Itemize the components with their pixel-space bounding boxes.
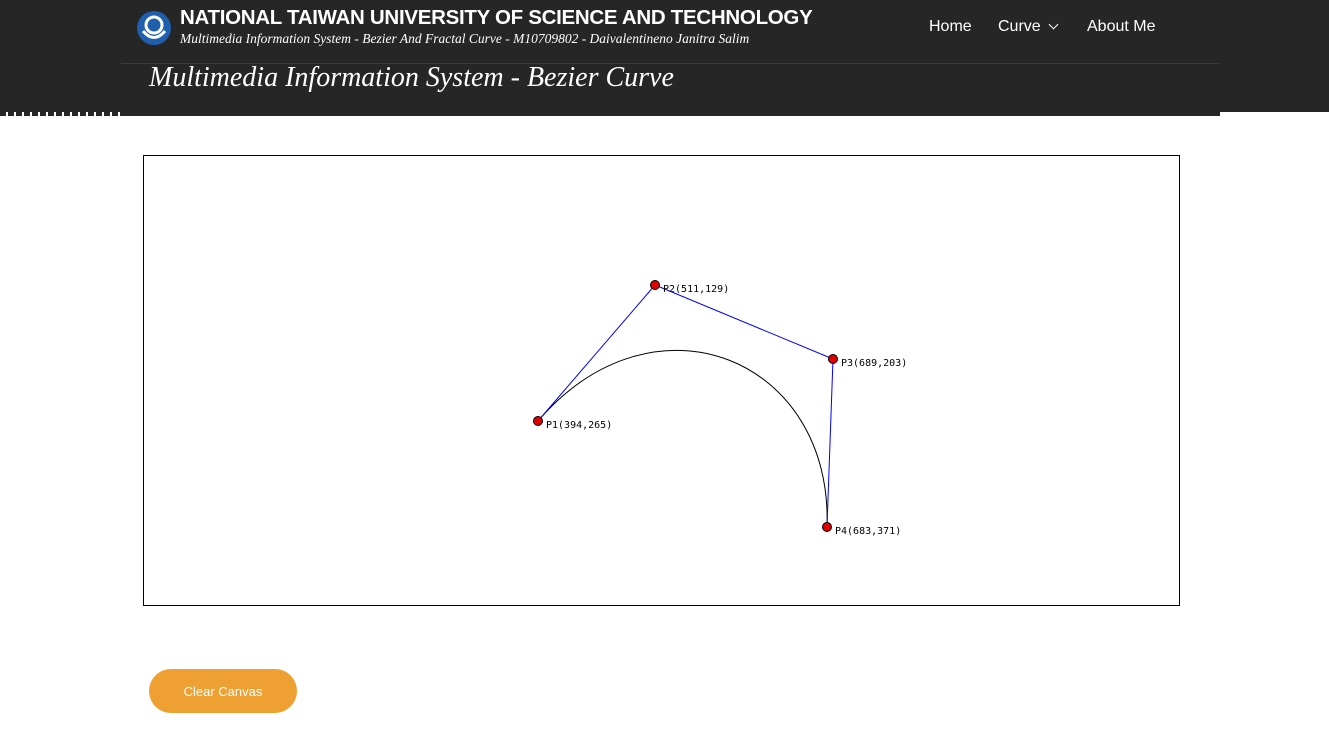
bezier-drawing[interactable]: P1(394,265) P2(511,129) P3(689,203) P4(683,… (144, 156, 1179, 605)
nav-about-me[interactable]: About Me (1087, 18, 1155, 36)
header-edge-decoration (0, 112, 121, 116)
nav-about-label: About Me (1087, 18, 1156, 35)
control-polygon-segment (826, 358, 834, 528)
control-point-label: P1(394,265) (546, 420, 612, 431)
site-subtitle: Multimedia Information System - Bezier A… (180, 31, 750, 46)
site-title[interactable]: NATIONAL TAIWAN UNIVERSITY OF SCIENCE AN… (180, 6, 813, 29)
nav-home-label: Home (929, 18, 972, 35)
control-polygon-segment (537, 284, 656, 422)
control-point-3[interactable] (828, 354, 838, 364)
control-point-label: P3(689,203) (841, 358, 907, 369)
site-header: NATIONAL TAIWAN UNIVERSITY OF SCIENCE AN… (0, 0, 1329, 116)
bezier-canvas[interactable]: P1(394,265) P2(511,129) P3(689,203) P4(683,… (143, 155, 1180, 606)
control-point-label: P4(683,371) (835, 526, 901, 537)
control-point-label: P2(511,129) (663, 284, 729, 295)
nav-curve-label: Curve (998, 18, 1041, 35)
clear-canvas-button[interactable]: Clear Canvas (149, 669, 297, 713)
page-title: Multimedia Information System - Bezier C… (149, 62, 674, 93)
control-polygon-segment (654, 284, 834, 360)
nav-home[interactable]: Home (929, 18, 972, 36)
header-divider (121, 63, 1220, 64)
chevron-down-icon (1048, 19, 1059, 30)
control-point-2[interactable] (650, 280, 660, 290)
bezier-curve (537, 349, 828, 528)
ntust-logo-icon[interactable] (136, 10, 172, 46)
control-point-1[interactable] (533, 416, 543, 426)
nav-curve[interactable]: Curve (998, 18, 1059, 36)
header-edge-decoration-right (1220, 112, 1329, 116)
control-point-4[interactable] (822, 522, 832, 532)
